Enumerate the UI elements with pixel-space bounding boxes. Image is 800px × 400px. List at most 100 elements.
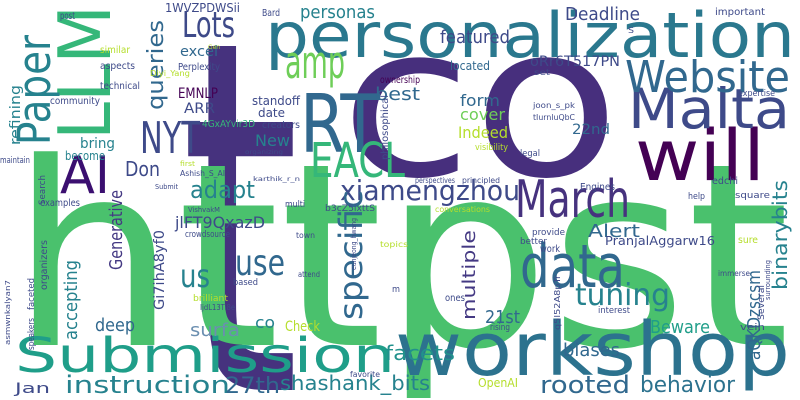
word: will [635, 115, 765, 197]
word: date [258, 106, 285, 120]
word: instruction [65, 371, 230, 399]
word: help [688, 192, 705, 202]
word: Jan [13, 381, 50, 397]
word: xiamengzhou [340, 174, 520, 207]
word: Diyi_Yang [150, 69, 190, 78]
word: attend [298, 270, 320, 279]
word: 1WVZPDWSii [165, 1, 240, 15]
word: post [60, 11, 75, 22]
word: expertise [738, 89, 775, 99]
word: Website [625, 52, 790, 103]
word: Malta [628, 77, 790, 141]
word: deep [95, 315, 135, 336]
word: data [520, 232, 625, 302]
word: specific [332, 190, 370, 320]
word: first [180, 160, 195, 168]
word: jlFT9QxazD [174, 213, 265, 232]
word: Submission [15, 328, 395, 384]
word: multi [285, 200, 305, 210]
word: town [296, 231, 315, 240]
word: multiple [459, 230, 480, 320]
word: featured [440, 27, 510, 48]
word: binarybits [768, 180, 792, 290]
word: surrounding [764, 260, 772, 300]
word: EMNLP [178, 86, 218, 102]
word: Indeed [458, 123, 508, 142]
word: behavior [640, 373, 736, 398]
word: PranjalAggarw16 [605, 234, 715, 248]
word: surfa [190, 320, 240, 341]
word: aspects [100, 61, 135, 72]
word: LLM [43, 5, 127, 140]
word: Bard [262, 8, 280, 19]
word: brilliant [193, 294, 228, 304]
word: legal [520, 149, 540, 159]
word: tIurnluQbC [533, 113, 575, 122]
word: q5l52A8pTr [553, 274, 562, 330]
word: Submit [155, 183, 178, 191]
word: queries [144, 20, 169, 110]
word: standoff [252, 94, 301, 108]
word: edchi [712, 176, 738, 187]
word: favorite [350, 370, 380, 379]
word: rising [490, 323, 510, 333]
word: Search [38, 175, 48, 205]
word: rooted [540, 371, 630, 399]
word: karthik_r_n [253, 176, 300, 183]
word: IjdL13Ti8e [200, 303, 235, 312]
word: 22nd [572, 122, 610, 138]
word: Perplexity [178, 62, 220, 73]
word: Don [125, 157, 160, 181]
word: Lots [182, 5, 235, 46]
word: interest [598, 306, 630, 316]
word: us [180, 257, 210, 295]
word: community [50, 96, 100, 107]
word: Gen [208, 44, 220, 51]
word: ones [445, 293, 465, 304]
word: amp [285, 36, 345, 89]
word: creators [262, 120, 300, 131]
word: important [715, 7, 765, 18]
word: maintain [0, 156, 30, 166]
word: VishvakM [188, 206, 220, 214]
word: provide [532, 228, 565, 238]
word: visibility [475, 143, 509, 153]
word: excel [180, 44, 218, 60]
word: set [534, 68, 550, 77]
word: conversations [435, 205, 490, 214]
word: form [460, 91, 500, 110]
word: S [628, 26, 634, 35]
word: work [540, 244, 560, 255]
word: philosophical [380, 95, 391, 160]
word: AI [60, 146, 110, 206]
word: asmwnkalyan7 [4, 280, 12, 345]
word: 27th [225, 374, 280, 399]
word: oRr6T517PN [530, 54, 620, 70]
word: personas [300, 2, 375, 23]
word: use [235, 243, 285, 284]
word: EACL [310, 133, 405, 189]
word: RT [300, 78, 381, 171]
word: aQKDzscsm [744, 270, 765, 360]
word: located [450, 59, 490, 73]
word: shashank_bits [280, 371, 430, 395]
word: NYT [140, 113, 200, 164]
word: organizing [245, 149, 283, 156]
word: Several [757, 285, 767, 320]
word: 21st [485, 307, 520, 328]
word: technical [100, 81, 140, 92]
word: perspectives [415, 176, 455, 185]
word: m [392, 285, 400, 295]
word: Beware [650, 317, 710, 338]
word: better [520, 237, 547, 247]
word: adapt [190, 176, 255, 204]
word: Engines [580, 182, 615, 193]
word: crowdsource [185, 230, 230, 240]
word: Gi7ihA8yf0 [152, 230, 168, 310]
word: speakers [27, 318, 37, 350]
word: ownership [380, 75, 420, 86]
word: httpst [10, 109, 790, 400]
word: March [515, 170, 630, 230]
